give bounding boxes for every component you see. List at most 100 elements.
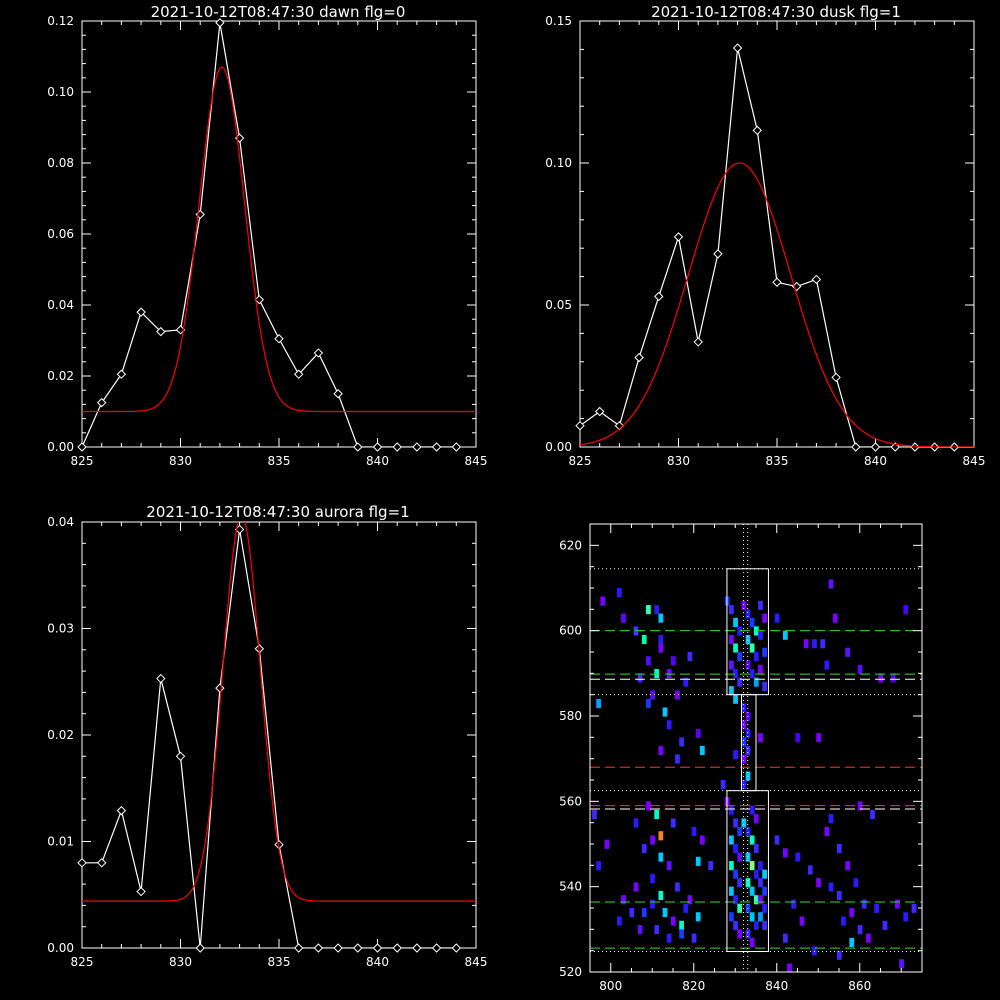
data-point bbox=[831, 372, 841, 383]
data-point bbox=[811, 274, 822, 285]
heatmap-cell bbox=[737, 929, 743, 939]
chart-dusk: 825 830 835 840 845 0.00 0.05 0.10 0.15 bbox=[545, 14, 985, 468]
heatmap-cell bbox=[658, 613, 664, 623]
y-tick-label: 0.08 bbox=[47, 156, 74, 170]
heatmap-cell bbox=[662, 707, 668, 717]
heatmap-cell bbox=[807, 865, 813, 875]
fit-curve bbox=[82, 522, 476, 902]
heatmap-cell bbox=[865, 933, 871, 943]
data-point bbox=[77, 858, 87, 868]
data-point bbox=[851, 442, 861, 452]
data-point bbox=[732, 43, 743, 53]
data-point bbox=[136, 886, 146, 897]
data-point bbox=[333, 389, 343, 399]
heatmap-cell bbox=[753, 920, 759, 930]
heatmap-cell bbox=[687, 652, 693, 662]
heatmap-cell bbox=[745, 929, 751, 939]
heatmap-cell bbox=[616, 916, 622, 926]
heatmap-cell bbox=[749, 805, 755, 815]
chart-title-aurora: 2021-10-12T08:47:30 aurora flg=1 bbox=[146, 503, 409, 521]
fit-curve bbox=[82, 66, 476, 413]
heatmap-cell bbox=[633, 882, 639, 892]
heatmap-cell bbox=[845, 861, 850, 871]
heatmap-cell bbox=[749, 617, 755, 627]
data-point bbox=[372, 943, 383, 953]
selection-box bbox=[726, 790, 769, 953]
data-point bbox=[372, 442, 383, 452]
data-point bbox=[313, 348, 324, 358]
heatmap-cell bbox=[824, 826, 830, 837]
heatmap-cell bbox=[824, 660, 830, 670]
heatmap-cell bbox=[683, 677, 689, 687]
data-point bbox=[634, 352, 644, 363]
data-point bbox=[353, 943, 363, 953]
data-point bbox=[156, 326, 166, 337]
heatmap-cell bbox=[745, 878, 751, 888]
chart-title-dawn: 2021-10-12T08:47:30 dawn flg=0 bbox=[151, 3, 406, 21]
heatmap-cell bbox=[758, 861, 763, 871]
heatmap-cell bbox=[737, 626, 743, 636]
data-point bbox=[96, 397, 107, 408]
data-point bbox=[333, 943, 343, 953]
y-tick-label: 0.01 bbox=[47, 835, 74, 849]
heatmap-cell bbox=[691, 826, 697, 837]
heatmap-cell bbox=[670, 818, 676, 828]
y-tick-label: 0.12 bbox=[47, 14, 74, 28]
x-tick-label: 825 bbox=[71, 955, 94, 969]
heatmap-cell bbox=[621, 895, 626, 905]
heatmap-cell bbox=[733, 750, 738, 760]
data-point bbox=[215, 18, 225, 28]
data-point bbox=[654, 291, 664, 302]
plot-frame bbox=[579, 20, 975, 448]
plot-frame bbox=[81, 20, 477, 448]
chart-heatmap: 800 820 840 860 520 540 560 580 600 620 bbox=[559, 523, 923, 993]
heatmap-cell bbox=[782, 848, 788, 858]
heatmap-cell bbox=[658, 890, 664, 901]
heatmap-cell bbox=[675, 882, 680, 892]
heatmap-cell bbox=[799, 916, 805, 926]
x-tick-label: 845 bbox=[963, 454, 986, 468]
heatmap-cell bbox=[650, 899, 655, 909]
heatmap-cell bbox=[774, 835, 780, 845]
heatmap-cell bbox=[758, 878, 763, 888]
heatmap-cell bbox=[749, 643, 755, 653]
heatmap-cell bbox=[758, 912, 763, 922]
x-tick-label: 835 bbox=[268, 955, 291, 969]
heatmap-cell bbox=[695, 728, 701, 738]
heatmap-cell bbox=[629, 908, 635, 918]
x-tick-label: 840 bbox=[366, 955, 389, 969]
data-point bbox=[412, 943, 422, 953]
data-point bbox=[392, 943, 402, 953]
x-tick-label: 825 bbox=[71, 454, 94, 468]
y-tick-label: 0.00 bbox=[47, 941, 74, 955]
heatmap-cell bbox=[758, 600, 763, 610]
heatmap-cell bbox=[762, 869, 767, 879]
heatmap-cell bbox=[874, 903, 880, 913]
heatmap-cell bbox=[882, 920, 888, 930]
y-tick-label: 520 bbox=[559, 965, 582, 979]
heatmap-cell bbox=[753, 844, 759, 854]
heatmap-cell bbox=[745, 728, 751, 738]
heatmap-cell bbox=[828, 882, 834, 892]
heatmap-cell bbox=[666, 933, 672, 943]
heatmap-cell bbox=[741, 754, 747, 764]
heatmap-cell bbox=[596, 861, 601, 871]
data-point bbox=[175, 751, 186, 762]
heatmap-cell bbox=[641, 634, 647, 645]
heatmap-cell bbox=[787, 963, 792, 973]
heatmap-cell bbox=[679, 920, 684, 930]
heatmap-cell bbox=[774, 613, 780, 623]
heatmap-cell bbox=[646, 801, 651, 811]
data-point bbox=[353, 442, 363, 452]
y-tick-label: 600 bbox=[559, 624, 582, 638]
x-tick-label: 845 bbox=[465, 454, 488, 468]
heatmap-cell bbox=[749, 937, 755, 947]
heatmap-cell bbox=[878, 673, 884, 683]
heatmap-cell bbox=[762, 886, 767, 896]
plot-frame bbox=[81, 521, 477, 949]
heatmap-cell bbox=[828, 579, 834, 589]
heatmap-cell bbox=[758, 630, 763, 640]
heatmap-cell bbox=[695, 856, 701, 866]
heatmap-cell bbox=[911, 903, 917, 913]
x-tick-label: 840 bbox=[765, 979, 788, 993]
